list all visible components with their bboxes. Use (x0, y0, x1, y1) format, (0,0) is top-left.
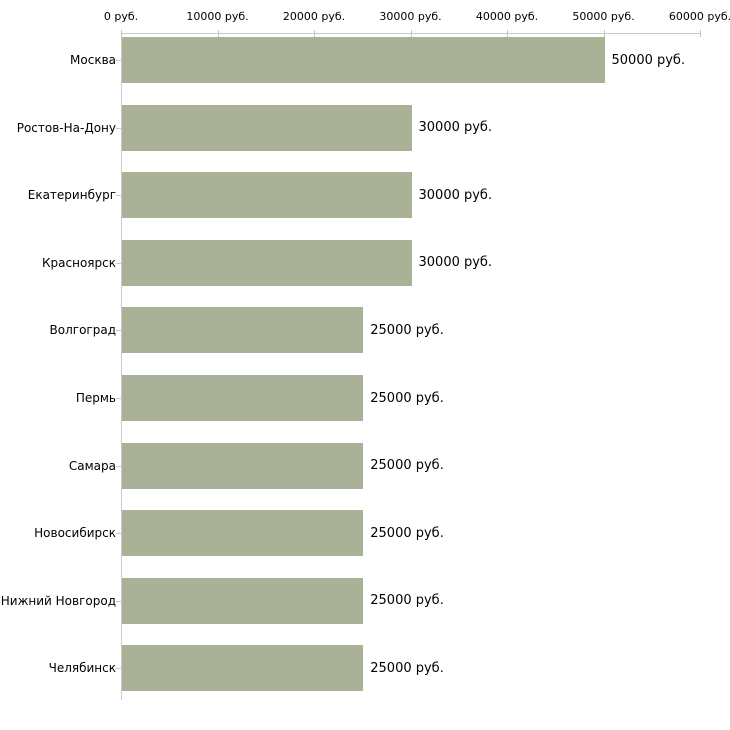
y-axis-tick (116, 60, 121, 61)
y-axis-tick (116, 668, 121, 670)
bar (122, 239, 412, 286)
x-axis-tick-label: 0 руб. (103, 10, 139, 23)
value-label: 50000 руб. (611, 52, 686, 68)
x-axis-tick (603, 30, 605, 37)
bar (122, 645, 364, 692)
bar (122, 104, 412, 151)
y-axis-tick (116, 127, 121, 129)
value-label: 25000 руб. (370, 322, 444, 338)
y-axis-tick (116, 262, 121, 264)
value-label: 30000 руб. (418, 255, 493, 271)
category-label: Красноярск (42, 255, 116, 270)
y-axis-tick (116, 600, 121, 602)
category-label: Новосибирск (34, 526, 116, 541)
value-label: 30000 руб. (418, 120, 493, 136)
category-label: Волгоград (49, 323, 116, 338)
x-axis-tick (507, 30, 508, 37)
bar (122, 577, 364, 624)
value-label: 25000 руб. (370, 593, 444, 609)
value-label: 30000 руб. (418, 187, 493, 203)
x-axis-tick-label: 20000 руб. (282, 10, 346, 23)
category-label: Пермь (75, 391, 116, 405)
value-label: 25000 руб. (370, 458, 444, 474)
x-axis-tick-label: 10000 руб. (186, 10, 249, 23)
category-label: Екатеринбург (27, 188, 116, 203)
y-axis-tick (116, 398, 121, 399)
value-label: 25000 руб. (370, 390, 444, 406)
x-axis-tick-label: 60000 руб. (668, 10, 730, 23)
category-label: Ростов-На-Дону (16, 120, 116, 135)
x-axis-tick (121, 30, 122, 37)
x-axis-tick (410, 30, 412, 37)
y-axis-tick (116, 330, 121, 332)
bar (122, 375, 364, 421)
category-label: Челябинск (48, 661, 116, 676)
x-axis-tick (700, 30, 701, 37)
y-axis-tick (116, 465, 121, 467)
category-label: Самара (68, 458, 116, 473)
bar (122, 172, 412, 219)
category-label: Москва (70, 53, 116, 67)
y-axis-line (121, 33, 122, 700)
x-axis-tick-label: 40000 руб. (475, 10, 539, 23)
y-axis-tick (116, 533, 121, 535)
value-label: 25000 руб. (370, 660, 444, 676)
bar (122, 307, 364, 354)
x-axis-tick (217, 30, 219, 37)
bar (122, 442, 364, 489)
x-axis-tick-label: 30000 руб. (379, 10, 442, 23)
y-axis-tick (116, 195, 121, 197)
bar (122, 37, 605, 83)
value-label: 25000 руб. (370, 525, 444, 541)
x-axis-tick-label: 50000 руб. (572, 10, 635, 23)
x-axis-tick (314, 30, 315, 37)
bar (122, 510, 364, 557)
category-label: Нижний Новгород (0, 593, 116, 608)
